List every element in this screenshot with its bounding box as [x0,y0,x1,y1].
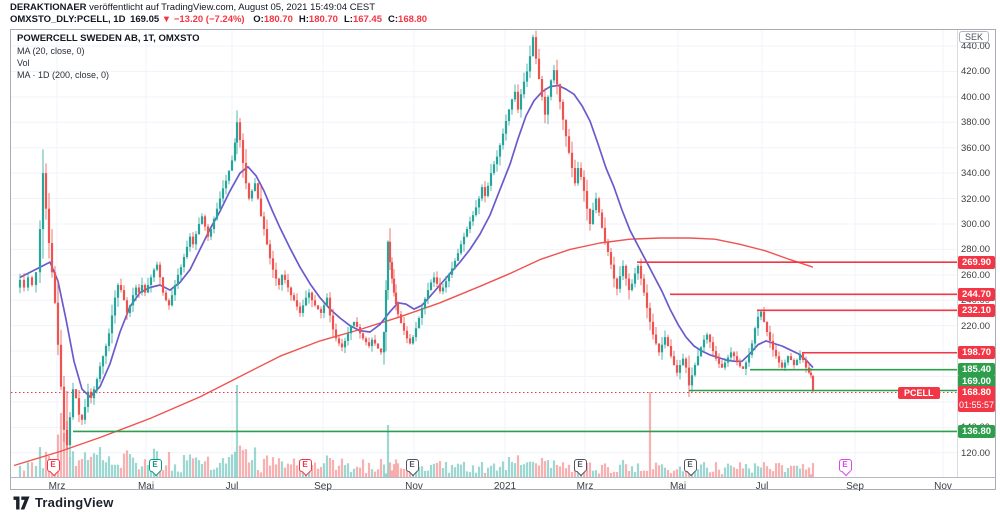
x-axis-label-sep: Sep [314,481,332,492]
chart-frame [10,29,996,490]
price-level-badge-198.70: 198.70 [958,345,995,359]
x-axis-label-2021: 2021 [493,481,517,492]
earnings-marker-icon[interactable]: E [148,459,162,476]
y-axis-label: 340.00 [961,168,991,180]
publish-info: veröffentlicht auf TradingView.com, Augu… [86,2,376,13]
y-axis-label: 120.00 [961,447,991,459]
tradingview-logo-icon [13,496,30,509]
candlestick-chart-plot[interactable] [11,22,957,477]
price-level-badge-269.90: 269.90 [958,255,995,269]
ohlc-key: H: [298,14,309,25]
y-axis-label: 240.00 [961,295,991,307]
time-axis-separator [11,477,996,478]
earnings-marker-icon[interactable]: E [46,459,60,476]
tradingview-watermark[interactable]: TradingView [13,495,114,510]
y-axis-label: 440.00 [961,41,991,52]
x-axis-label-mrz: Mrz [576,481,594,492]
ticker-label-badge: PCELL [898,387,940,399]
ohlc-value: 167.45 [352,14,382,25]
last-price: 169.05 [130,14,160,25]
ohlc-key: L: [343,14,353,25]
x-axis-label-jul: Jul [225,481,239,492]
legend-volume[interactable]: Vol [17,58,30,68]
x-axis-label-nov: Nov [934,481,952,492]
bar-countdown: 01:55:57 [958,400,995,410]
ohlc-key: C: [388,14,399,25]
price-level-badge-185.40: 185.40 [958,362,995,376]
y-axis-label: 320.00 [961,193,991,205]
y-axis-label: 300.00 [961,218,991,230]
publisher-name: DERAKTIONAER [10,2,87,13]
x-axis-label-mrz: Mrz [48,481,66,492]
legend-ma20[interactable]: MA (20, close, 0) [17,46,85,56]
price-level-badge-232.10: 232.10 [958,303,995,317]
ohlc-value: 180.70 [308,14,338,25]
ohlc-values: O:180.70 H:180.70 L:167.45 C:168.80 [251,14,431,25]
price-axis-separator [957,30,958,477]
earnings-marker-icon[interactable]: E [683,459,697,476]
currency-badge: SEK [959,31,990,43]
price-level-badge-244.70: 244.70 [958,287,995,301]
price-level-badge-169.00: 169.00 [958,374,995,388]
current-price-badge: 168.80 01:55:57 [958,386,995,412]
x-axis-label-jul: Jul [755,481,769,492]
ohlc-key: O: [253,14,264,25]
y-axis-label: 400.00 [961,91,991,103]
ohlc-value: 168.80 [398,14,428,25]
publish-attribution: DERAKTIONAER veröffentlicht auf TradingV… [10,2,375,13]
y-axis-label: 380.00 [961,117,991,129]
legend-ma200[interactable]: MA · 1D (200, close, 0) [17,70,110,80]
price-change: ▼ −13.20 (−7.24%) [161,14,245,25]
earnings-marker-icon[interactable]: E [838,459,852,476]
y-axis-label: 420.00 [961,66,991,78]
x-axis-label-mai: Mai [137,481,155,492]
y-axis-label: 360.00 [961,142,991,154]
current-price-value: 168.80 [961,387,992,398]
chart-legend[interactable]: POWERCELL SWEDEN AB, 1T, OMXSTO MA (20, … [17,33,199,81]
y-axis-label: 220.00 [961,320,991,332]
y-axis-label: 260.00 [961,269,991,281]
x-axis-label-mai: Mai [669,481,687,492]
price-level-badge-136.80: 136.80 [958,424,995,438]
x-axis-label-sep: Sep [846,481,864,492]
tradingview-logo-text: TradingView [35,495,114,510]
legend-symbol-title[interactable]: POWERCELL SWEDEN AB, 1T, OMXSTO [17,33,200,44]
earnings-marker-icon[interactable]: E [405,459,419,476]
x-axis-label-nov: Nov [405,481,423,492]
symbol-interval: OMXSTO_DLY:PCELL, 1D [10,14,126,25]
earnings-marker-icon[interactable]: E [573,459,587,476]
y-axis-label: 280.00 [961,244,991,256]
symbol-ohlc-row: OMXSTO_DLY:PCELL, 1D 169.05 ▼ −13.20 (−7… [10,14,431,25]
ohlc-value: 180.70 [263,14,293,25]
earnings-marker-icon[interactable]: E [298,459,312,476]
